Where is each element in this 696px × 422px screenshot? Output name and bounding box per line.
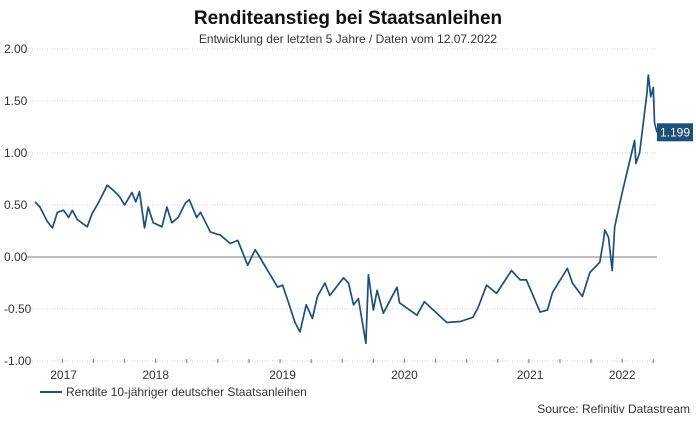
legend: Rendite 10-jähriger deutscher Staatsanle… — [40, 385, 307, 399]
x-tick-label: 2020 — [391, 368, 418, 382]
y-tick-label: 1.50 — [4, 94, 28, 108]
legend-label: Rendite 10-jähriger deutscher Staatsanle… — [66, 385, 307, 399]
x-tick-label: 2019 — [269, 368, 296, 382]
last-value-badge — [657, 123, 693, 142]
y-tick-label: 1.00 — [4, 146, 28, 160]
series-line — [34, 74, 658, 345]
x-tick-label: 2021 — [517, 368, 544, 382]
series-layer: 1.199 — [34, 74, 693, 345]
y-tick-label: -1.00 — [4, 354, 32, 368]
last-value-label: 1.199 — [660, 125, 690, 139]
x-axis: 2017 2018 2019 2020 2021 2022 — [50, 359, 654, 382]
chart-subtitle: Entwicklung der letzten 5 Jahre / Daten … — [199, 32, 498, 46]
x-tick-label: 2022 — [609, 368, 636, 382]
x-tick-label: 2018 — [142, 368, 169, 382]
x-tick-label: 2017 — [50, 368, 77, 382]
y-tick-label: 0.00 — [4, 250, 28, 264]
chart-title: Renditeanstieg bei Staatsanleihen — [194, 8, 502, 29]
grid — [27, 48, 657, 362]
source-note: Source: Refinitiv Datastream — [537, 402, 690, 416]
y-tick-label: 0.50 — [4, 198, 28, 212]
y-tick-label: 2.00 — [4, 42, 28, 56]
y-tick-label: -0.50 — [4, 302, 32, 316]
y-axis: 2.00 1.50 1.00 0.50 0.00 -0.50 -1.00 — [4, 42, 32, 368]
